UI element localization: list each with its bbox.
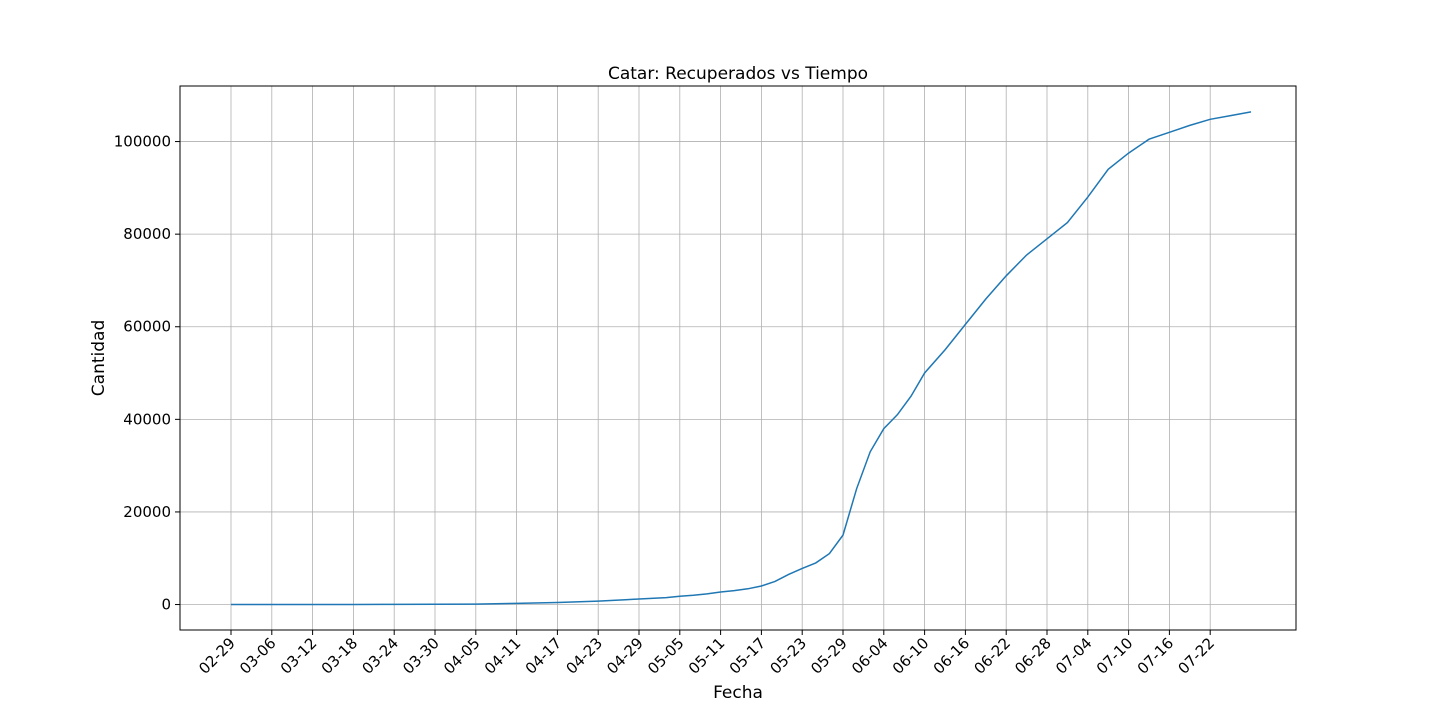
x-tick-label: 03-30 [399, 634, 443, 678]
x-tick-label: 03-12 [277, 634, 321, 678]
series-group [231, 111, 1252, 606]
plot-frame [179, 85, 1297, 631]
x-tick-label: 05-29 [807, 634, 851, 678]
x-tick-label: 07-04 [1052, 634, 1096, 678]
y-axis-label: Cantidad [89, 320, 109, 396]
chart-title: Catar: Recuperados vs Tiempo [608, 64, 868, 84]
x-tick-label: 04-11 [481, 634, 525, 678]
grid-vertical [230, 86, 1211, 630]
x-tick-label: 04-23 [562, 634, 606, 678]
y-axis-ticks: 0 20000 40000 60000 80000 100000 [114, 133, 180, 614]
x-tick-label: 06-28 [1011, 634, 1055, 678]
x-tick-label: 06-22 [970, 634, 1014, 678]
x-tick-label: 03-06 [236, 634, 280, 678]
x-tick-label: 05-17 [726, 634, 770, 678]
x-tick-label: 06-04 [848, 634, 892, 678]
x-tick-label: 04-29 [603, 634, 647, 678]
y-tick-label: 0 [161, 596, 171, 614]
x-tick-label: 04-05 [440, 634, 484, 678]
x-tick-label: 04-17 [522, 634, 566, 678]
x-tick-label: 05-05 [644, 634, 688, 678]
y-tick-label: 40000 [123, 410, 171, 428]
x-tick-label: 03-24 [358, 634, 402, 678]
grid-horizontal [180, 141, 1296, 605]
x-axis-label: Fecha [713, 683, 763, 703]
series-line [231, 111, 1252, 606]
y-tick-label: 100000 [114, 133, 171, 151]
y-tick-label: 80000 [123, 225, 171, 243]
x-tick-label: 05-23 [766, 634, 810, 678]
x-tick-label: 03-18 [318, 634, 362, 678]
x-axis-ticks: 02-2903-0603-1203-1803-2403-3004-0504-11… [195, 630, 1218, 678]
x-tick-label: 07-16 [1134, 634, 1178, 678]
y-tick-label: 60000 [123, 318, 171, 336]
y-tick-label: 20000 [123, 503, 171, 521]
x-tick-label: 05-11 [685, 634, 729, 678]
x-tick-label: 07-22 [1174, 634, 1218, 678]
x-tick-label: 07-10 [1093, 634, 1137, 678]
x-tick-label: 02-29 [195, 634, 239, 678]
x-tick-label: 06-10 [889, 634, 933, 678]
x-tick-label: 06-16 [930, 634, 974, 678]
